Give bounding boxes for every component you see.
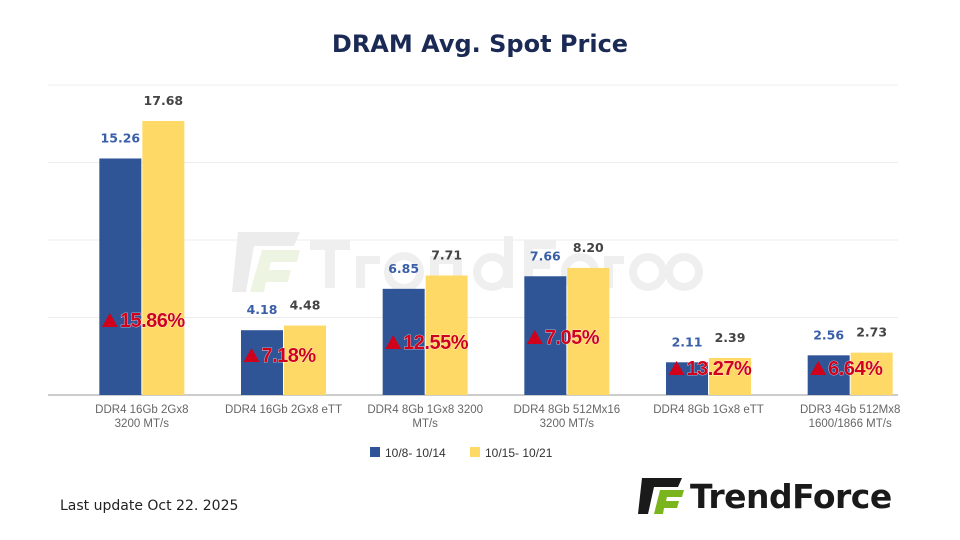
bar-week1 (241, 330, 283, 395)
change-label: 13.27% (687, 358, 753, 380)
watermark (232, 232, 703, 292)
category-label: 3200 MT/s (540, 418, 595, 430)
category-label: DDR4 8Gb 1Gx8 eTT (653, 404, 764, 416)
category-label: DDR4 8Gb 512Mx16 (513, 404, 620, 416)
data-label: 2.11 (672, 334, 703, 349)
category-label: DDR4 16Gb 2Gx8 eTT (225, 404, 342, 416)
data-label: 15.26 (101, 130, 141, 145)
change-labels: 15.86% 7.18% 12.55% 7.05% 13.27% 6.64% (101, 310, 884, 380)
data-label: 2.56 (813, 327, 844, 342)
data-label: 2.73 (856, 325, 887, 340)
up-triangle-icon (810, 361, 827, 375)
legend-label: 10/8- 10/14 (385, 446, 446, 460)
gridlines (48, 84, 898, 396)
up-triangle-icon (668, 361, 685, 375)
change-label: 15.86% (120, 310, 186, 332)
category-label: 1600/1866 MT/s (809, 418, 892, 430)
category-labels: DDR4 16Gb 2Gx8 3200 MT/s DDR4 16Gb 2Gx8 eT… (95, 404, 900, 430)
bar-week2 (709, 357, 751, 395)
legend: 10/8- 10/14 10/15- 10/21 (370, 446, 553, 460)
up-triangle-icon (385, 335, 402, 349)
logo-icon (638, 478, 682, 514)
bars (99, 120, 893, 396)
category-label: DDR4 8Gb 1Gx8 3200 (367, 404, 483, 416)
bar-week2 (142, 120, 185, 396)
category-label: 3200 MT/s (115, 418, 170, 430)
bar-week2 (284, 325, 326, 395)
data-label: 4.18 (247, 302, 278, 317)
change-label: 7.05% (545, 327, 600, 349)
data-label: 7.66 (530, 248, 561, 263)
category-label: MT/s (412, 418, 438, 430)
chart-title: DRAM Avg. Spot Price (332, 30, 628, 58)
change-label: 6.64% (828, 358, 883, 380)
watermark-logo-mark (250, 250, 300, 292)
legend-swatch (470, 447, 480, 457)
logo-text: TrendForce (690, 477, 892, 516)
watermark-lettering-graphic (310, 236, 703, 292)
value-labels: 15.26 17.68 4.18 4.48 6.85 7.71 7.66 8.20 2.11 2.… (101, 93, 888, 349)
logo-icon-green (654, 490, 684, 514)
data-label: 6.85 (388, 261, 419, 276)
data-label: 17.68 (144, 93, 184, 108)
change-label: 12.55% (403, 332, 469, 354)
data-label: 8.20 (573, 240, 604, 255)
up-triangle-icon (101, 313, 118, 327)
trendforce-logo: TrendForce (638, 477, 892, 516)
data-label: 4.48 (290, 298, 321, 313)
data-label: 2.39 (715, 330, 746, 345)
bar-week2 (425, 275, 468, 395)
last-update: Last update Oct 22. 2025 (60, 498, 238, 514)
bar-week1 (807, 355, 850, 395)
up-triangle-icon (243, 348, 260, 362)
category-label: DDR3 4Gb 512Mx8 (800, 404, 900, 416)
bar-week2 (567, 267, 610, 395)
data-label: 7.71 (431, 247, 462, 262)
legend-label: 10/15- 10/21 (485, 446, 553, 460)
watermark-logo-icon (232, 232, 300, 292)
bar-week2 (850, 352, 893, 395)
change-label: 7.18% (262, 345, 317, 367)
legend-swatch (370, 447, 380, 457)
category-label: DDR4 16Gb 2Gx8 (95, 404, 188, 416)
bar-week1 (524, 276, 567, 395)
bar-week1 (99, 158, 142, 395)
up-triangle-icon (526, 330, 543, 344)
